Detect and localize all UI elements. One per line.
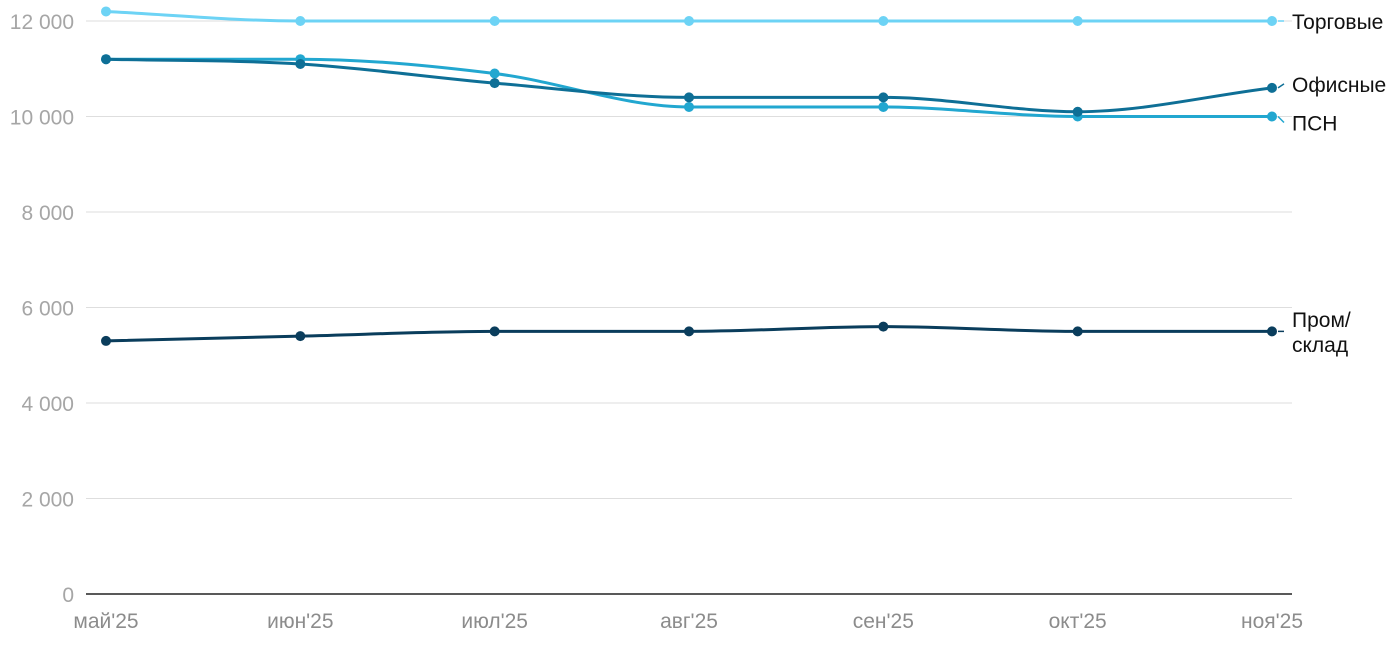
y-tick-label: 4 000 — [21, 393, 74, 416]
data-point — [1072, 16, 1083, 26]
x-tick-label: сен'25 — [853, 610, 914, 633]
y-tick-label: 10 000 — [10, 107, 74, 130]
data-point — [684, 101, 694, 112]
data-point — [1267, 82, 1277, 93]
series-2 — [101, 54, 1277, 117]
data-point — [295, 16, 306, 26]
y-tick-label: 6 000 — [21, 298, 74, 321]
series-label: Торговые — [1292, 11, 1383, 34]
data-point — [878, 92, 889, 103]
data-point — [295, 58, 306, 69]
data-point — [878, 101, 889, 112]
data-point — [684, 16, 694, 26]
x-tick-label: июл'25 — [461, 610, 528, 633]
data-point — [878, 16, 889, 26]
x-axis: май'25 июн'25 июл'25 авг'25 сен'25 окт'25 ноя'… — [73, 593, 1303, 633]
x-tick-label: авг'25 — [660, 610, 718, 633]
data-point — [489, 16, 500, 26]
x-tick-label: июн'25 — [267, 610, 333, 633]
data-point — [684, 92, 694, 103]
data-point — [1072, 326, 1083, 337]
label-connector — [1277, 83, 1285, 89]
series-label: ПСН — [1292, 113, 1337, 136]
series-label: Пром/ — [1292, 309, 1351, 332]
series-lines — [101, 6, 1277, 346]
data-point — [295, 331, 306, 342]
data-point — [1267, 16, 1277, 26]
data-point — [101, 54, 111, 65]
data-point — [1072, 106, 1083, 117]
data-point — [1267, 111, 1277, 122]
y-tick-label: 0 — [62, 584, 74, 607]
data-point — [1267, 326, 1277, 337]
data-point — [489, 326, 500, 337]
series-0 — [101, 6, 1277, 26]
data-point — [684, 326, 694, 337]
y-tick-label: 2 000 — [21, 489, 74, 512]
series-label: склад — [1292, 334, 1348, 357]
data-point — [101, 335, 111, 346]
y-tick-label: 8 000 — [21, 202, 74, 225]
y-tick-label: 12 000 — [10, 11, 74, 34]
y-axis: 0 2 000 4 000 6 000 8 000 10 000 12 000 — [10, 11, 74, 607]
x-tick-label: май'25 — [73, 610, 138, 633]
data-point — [489, 78, 500, 89]
series-label: Офисные — [1292, 74, 1386, 97]
data-point — [101, 6, 111, 17]
x-tick-label: ноя'25 — [1241, 610, 1303, 633]
label-connector — [1277, 115, 1285, 124]
series-3 — [101, 321, 1277, 346]
data-point — [489, 68, 500, 79]
x-tick-label: окт'25 — [1049, 610, 1107, 633]
series-labels: Торговые ПСН Офисные Пром/склад — [1277, 11, 1386, 357]
data-point — [878, 321, 889, 332]
